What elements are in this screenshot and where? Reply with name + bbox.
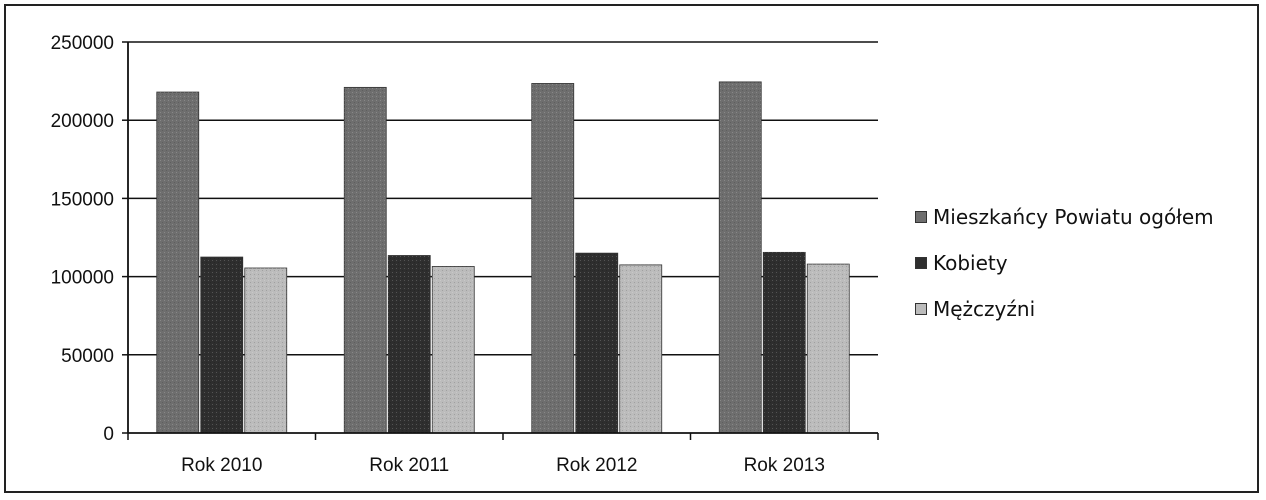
- bar-texture: [432, 266, 475, 433]
- bar-texture: [531, 83, 574, 434]
- bars: [156, 81, 850, 434]
- legend-item-mieszkancy: Mieszkańcy Powiatu ogółem: [915, 194, 1214, 240]
- legend-swatch-mieszkancy: [915, 211, 927, 223]
- bar-texture: [575, 253, 618, 433]
- x-tick-label: Rok 2013: [744, 455, 825, 476]
- bar-texture: [719, 81, 762, 433]
- legend-swatch-mezczyzni: [915, 303, 927, 315]
- axes: [122, 41, 879, 440]
- x-tick-label: Rok 2010: [181, 455, 262, 476]
- legend-label-kobiety: Kobiety: [933, 251, 1008, 275]
- bar-texture: [807, 264, 850, 433]
- legend-item-kobiety: Kobiety: [915, 240, 1214, 286]
- bar-texture: [763, 252, 806, 433]
- tick-labels: 0 50000 100000 150000 200000 250000 Rok 2010 Ro…: [51, 33, 825, 476]
- y-tick-label: 100000: [51, 268, 114, 289]
- x-tick-label: Rok 2011: [369, 455, 449, 476]
- legend: Mieszkańcy Powiatu ogółem Kobiety Mężczy…: [915, 194, 1214, 332]
- y-tick-label: 150000: [51, 189, 114, 210]
- bar-texture: [244, 267, 287, 433]
- bar-texture: [344, 87, 387, 433]
- bar-texture: [156, 92, 199, 433]
- y-tick-label: 200000: [51, 111, 114, 132]
- legend-label-mezczyzni: Mężczyźni: [933, 297, 1036, 321]
- bar-texture: [388, 255, 431, 433]
- bar-texture: [619, 264, 662, 433]
- legend-swatch-kobiety: [915, 257, 927, 269]
- legend-item-mezczyzni: Mężczyźni: [915, 286, 1214, 332]
- y-tick-label: 250000: [51, 33, 114, 54]
- legend-label-mieszkancy: Mieszkańcy Powiatu ogółem: [933, 205, 1214, 229]
- x-tick-label: Rok 2012: [556, 455, 637, 476]
- y-tick-label: 0: [103, 424, 114, 445]
- bar-texture: [200, 257, 243, 433]
- y-tick-label: 50000: [61, 346, 114, 367]
